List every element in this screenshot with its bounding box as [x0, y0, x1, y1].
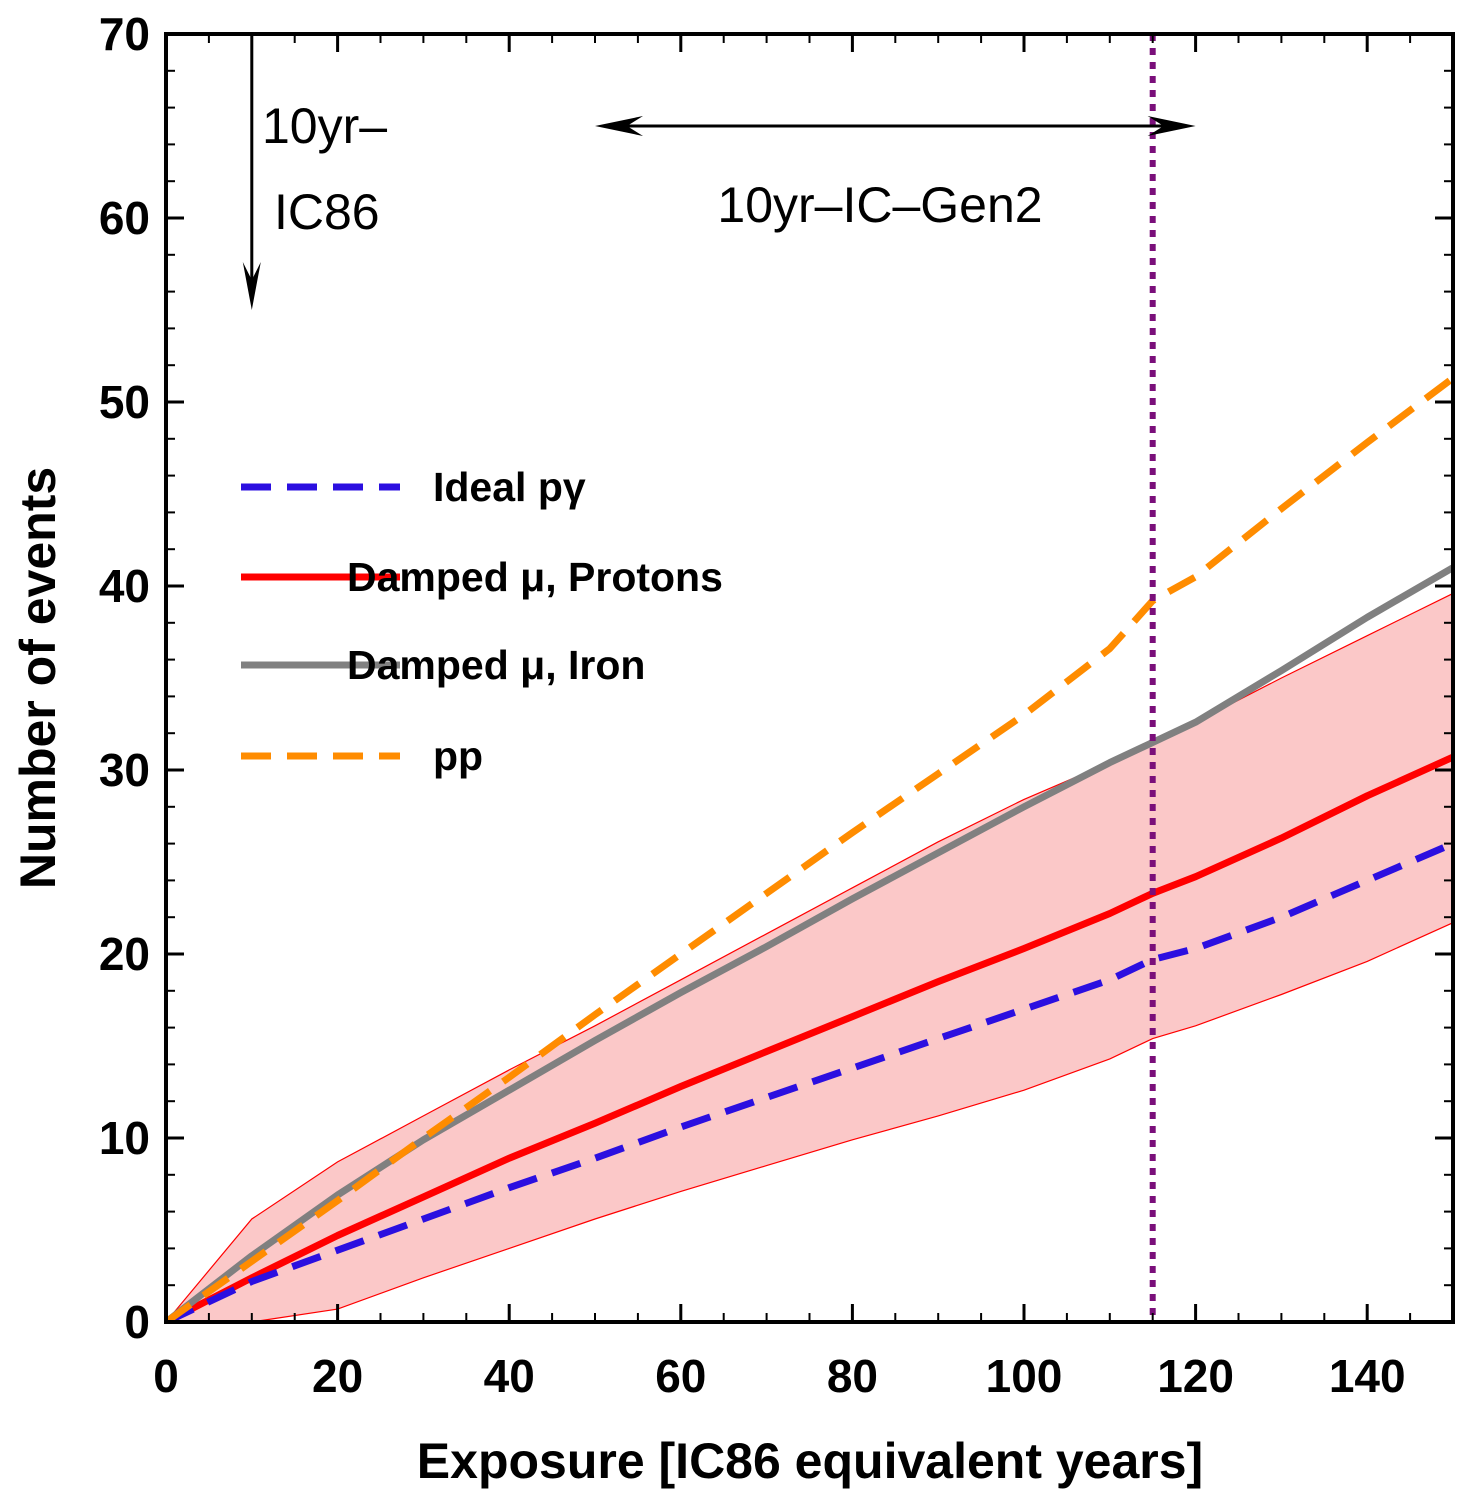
legend-label-damped-mu-iron: Damped μ, Iron: [347, 642, 645, 688]
x-tick-label: 80: [827, 1350, 878, 1402]
legend-label-pp: pp: [433, 733, 483, 779]
x-tick-label: 140: [1329, 1350, 1406, 1402]
series-line-pp: [166, 375, 1453, 1322]
uncertainty-band: [166, 593, 1453, 1322]
y-tick-label: 20: [99, 928, 150, 980]
y-tick-label: 60: [99, 192, 150, 244]
x-tick-label: 100: [986, 1350, 1063, 1402]
legend-label-damped-mu-protons: Damped μ, Protons: [347, 554, 723, 600]
y-tick-label: 0: [124, 1296, 150, 1348]
x-tick-label: 60: [655, 1350, 706, 1402]
gen2-arrow-head-left: [595, 116, 643, 136]
y-tick-label: 70: [99, 8, 150, 60]
ic86-label-line-2: IC86: [274, 184, 380, 240]
y-tick-label: 10: [99, 1112, 150, 1164]
y-tick-label: 30: [99, 744, 150, 796]
x-tick-label: 20: [312, 1350, 363, 1402]
series-line-ideal-pgamma: [166, 840, 1453, 1322]
band-lower-edge: [166, 922, 1453, 1322]
x-tick-label: 0: [153, 1350, 179, 1402]
ic86-arrow-head: [242, 262, 261, 310]
x-axis-title: Exposure [IC86 equivalent years]: [417, 1433, 1203, 1489]
legend-label-ideal-pgamma: Ideal pγ: [433, 464, 586, 510]
gen2-arrow-head-right: [1147, 116, 1196, 136]
y-axis-title: Number of events: [10, 467, 66, 889]
y-tick-label: 50: [99, 376, 150, 428]
y-tick-label: 40: [99, 560, 150, 612]
x-tick-label: 40: [484, 1350, 535, 1402]
series-line-damped-mu-protons: [166, 753, 1453, 1322]
gen2-label: 10yr–IC–Gen2: [717, 177, 1042, 233]
x-tick-label: 120: [1157, 1350, 1234, 1402]
ic86-label-line-1: 10yr–: [262, 98, 387, 154]
